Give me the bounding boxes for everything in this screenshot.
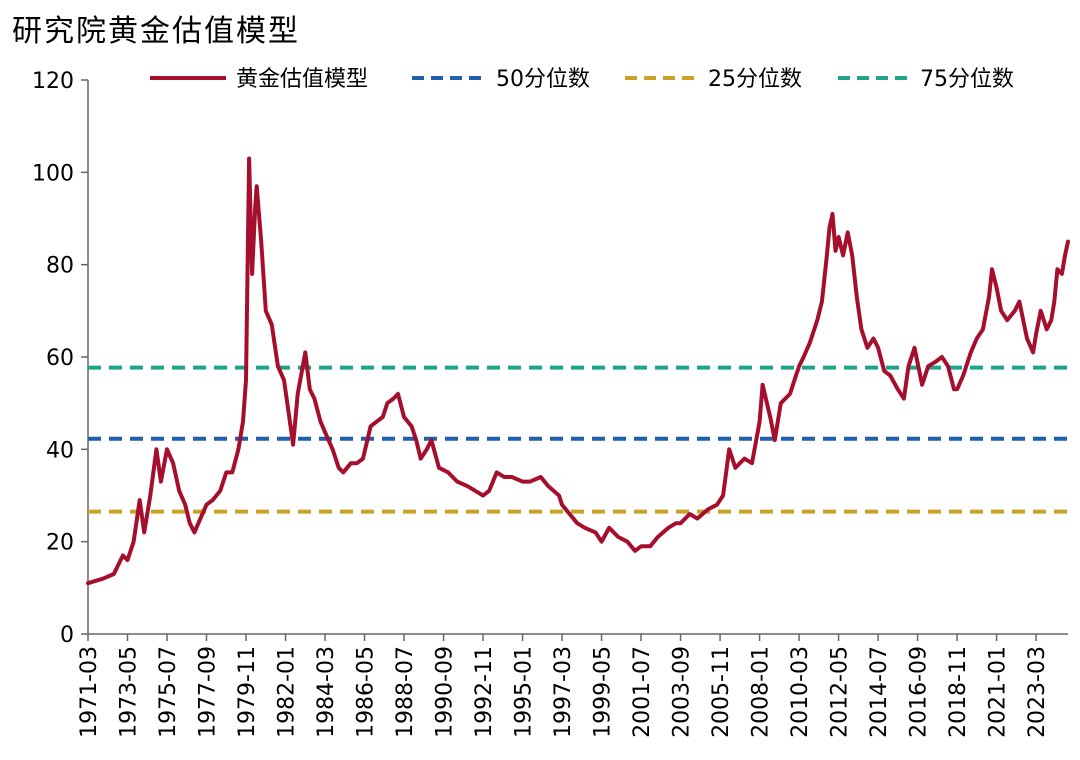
- x-tick-label: 1999-05: [591, 646, 616, 738]
- y-tick-label: 100: [32, 161, 74, 186]
- x-tick-label: 1971-03: [77, 646, 102, 738]
- page-title: 研究院黄金估值模型: [12, 14, 300, 49]
- y-tick-label: 120: [32, 69, 74, 94]
- x-tick-label: 1990-09: [433, 646, 458, 738]
- x-tick-label: 2016-09: [907, 646, 932, 738]
- x-tick-label: 2008-01: [749, 646, 774, 738]
- x-tick-label: 1992-11: [472, 646, 497, 738]
- x-tick-label: 1977-09: [196, 646, 221, 738]
- y-tick-label: 80: [46, 254, 74, 279]
- x-tick-label: 1982-01: [275, 646, 300, 738]
- x-tick-label: 2001-07: [630, 646, 655, 738]
- y-tick-label: 60: [46, 346, 74, 371]
- legend-label: 50分位数: [496, 67, 590, 92]
- y-tick-label: 40: [46, 438, 74, 463]
- x-tick-label: 2012-05: [828, 646, 853, 738]
- legend: 黄金估值模型 50分位数 25分位数 75分位数: [150, 67, 1014, 92]
- legend-label: 75分位数: [920, 67, 1014, 92]
- x-tick-label: 1997-03: [551, 646, 576, 738]
- x-tick-label: 1988-07: [393, 646, 418, 738]
- legend-label: 25分位数: [708, 67, 802, 92]
- reference-lines: [88, 365, 1068, 514]
- x-tick-label: 2021-01: [986, 646, 1011, 738]
- x-tick-label: 2023-03: [1025, 646, 1050, 738]
- axes: 0 20 40 60 80 100 120 1971-03 1973-05 1975-07 1977…: [32, 69, 1068, 738]
- x-tick-label: 2005-11: [709, 646, 734, 738]
- y-tick-label: 20: [46, 531, 74, 556]
- x-tick-label: 1995-01: [512, 646, 537, 738]
- x-tick-label: 2010-03: [788, 646, 813, 738]
- main-series: [86, 156, 1070, 586]
- x-tick-label: 1973-05: [117, 646, 142, 738]
- series-line-gold-valuation: [86, 156, 1070, 586]
- x-tick-label: 1975-07: [156, 646, 181, 738]
- x-tick-label: 2014-07: [867, 646, 892, 738]
- x-tick-label: 1979-11: [235, 646, 260, 738]
- x-tick-label: 2003-09: [670, 646, 695, 738]
- legend-label: 黄金估值模型: [236, 67, 368, 92]
- x-tick-label: 2018-11: [946, 646, 971, 738]
- x-tick-label: 1986-05: [354, 646, 379, 738]
- y-tick-label: 0: [60, 623, 74, 648]
- x-tick-label: 1984-03: [314, 646, 339, 738]
